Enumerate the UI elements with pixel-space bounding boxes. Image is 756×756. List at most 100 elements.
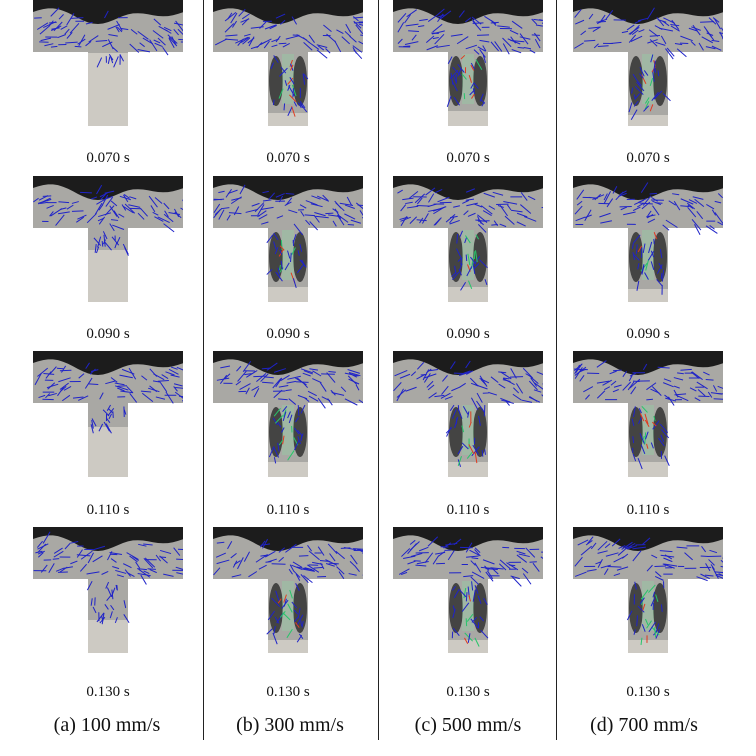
velocity-vector [473, 203, 483, 208]
velocity-vector [143, 570, 150, 575]
melt-front [88, 52, 128, 53]
velocity-vector [696, 381, 708, 390]
velocity-vector [452, 605, 456, 612]
velocity-vector [273, 368, 286, 373]
velocity-vector [479, 93, 484, 102]
velocity-vector [719, 32, 723, 34]
velocity-vector [503, 377, 510, 380]
die-surface [573, 351, 723, 375]
velocity-vector [311, 195, 321, 200]
velocity-vector [471, 446, 480, 457]
velocity-vector [471, 557, 479, 560]
velocity-vector [300, 620, 303, 626]
velocity-vector [80, 191, 92, 194]
velocity-vector [124, 569, 132, 577]
velocity-vector [533, 18, 543, 21]
velocity-vector [621, 541, 633, 550]
velocity-vector [596, 390, 606, 399]
velocity-vector [263, 40, 270, 49]
velocity-vector [165, 371, 175, 376]
velocity-vector [291, 247, 296, 256]
velocity-vector [652, 205, 660, 216]
velocity-vector [291, 601, 298, 609]
velocity-vector [292, 561, 303, 568]
velocity-vector [344, 30, 351, 38]
velocity-vector [425, 187, 436, 196]
velocity-vector [278, 384, 289, 388]
velocity-vector [421, 213, 429, 224]
velocity-vector [644, 413, 649, 425]
velocity-vector [474, 584, 479, 594]
velocity-vector [285, 197, 293, 206]
velocity-vector [117, 387, 125, 392]
velocity-vector [652, 591, 656, 598]
time-label: 0.110 s [446, 502, 490, 518]
velocity-vector [168, 368, 179, 375]
velocity-vector [298, 555, 309, 557]
velocity-vector [501, 399, 514, 404]
velocity-vector [629, 372, 637, 377]
velocity-vector [108, 53, 114, 61]
vortex-left [629, 56, 643, 106]
velocity-vector [278, 439, 284, 446]
velocity-vector [295, 377, 307, 386]
velocity-vector [285, 35, 299, 40]
velocity-vector [325, 559, 338, 566]
velocity-vector [649, 192, 658, 195]
flow-panel [573, 176, 723, 302]
velocity-vector [161, 374, 169, 380]
velocity-vector [66, 13, 75, 26]
velocity-vector [651, 626, 660, 636]
velocity-vector [707, 391, 713, 398]
velocity-vector [112, 566, 120, 570]
velocity-vector [637, 263, 640, 270]
velocity-vector [584, 214, 592, 218]
velocity-vector [163, 223, 175, 233]
velocity-vector [479, 375, 488, 387]
velocity-vector [476, 400, 485, 413]
velocity-vector [644, 101, 650, 110]
velocity-vector [296, 634, 303, 643]
velocity-vector [325, 563, 335, 567]
velocity-vector [650, 442, 654, 449]
velocity-vector [411, 34, 417, 41]
velocity-vector [323, 24, 332, 32]
velocity-vector [86, 580, 93, 591]
velocity-vector [299, 243, 303, 252]
velocity-vector [294, 427, 300, 435]
velocity-vector [517, 46, 525, 49]
velocity-vector [85, 362, 90, 369]
velocity-vector [287, 450, 295, 461]
velocity-vector [393, 382, 402, 392]
velocity-vector [292, 233, 297, 243]
velocity-vector [651, 196, 658, 202]
velocity-vector [574, 367, 583, 379]
velocity-vector [528, 380, 538, 391]
velocity-vector [533, 389, 542, 393]
velocity-vector [218, 209, 225, 220]
velocity-vector [688, 199, 698, 204]
velocity-vector [462, 199, 470, 204]
velocity-vector [470, 397, 479, 411]
velocity-vector [135, 561, 141, 569]
velocity-vector [536, 371, 543, 375]
velocity-vector [112, 224, 125, 230]
velocity-vector [78, 373, 85, 379]
velocity-vector [659, 27, 674, 32]
velocity-vector [124, 203, 136, 214]
velocity-vector [273, 232, 279, 241]
velocity-vector [344, 398, 358, 406]
velocity-vector [79, 563, 87, 572]
velocity-vector [84, 377, 93, 389]
velocity-vector [649, 39, 658, 47]
velocity-vector [490, 376, 499, 383]
velocity-vector [76, 554, 91, 557]
velocity-vector [348, 372, 361, 377]
velocity-vector [245, 208, 259, 213]
velocity-vector [475, 234, 480, 240]
velocity-vector [87, 552, 94, 564]
velocity-vector [63, 386, 72, 391]
velocity-vector [273, 55, 279, 64]
velocity-vector [653, 232, 658, 240]
